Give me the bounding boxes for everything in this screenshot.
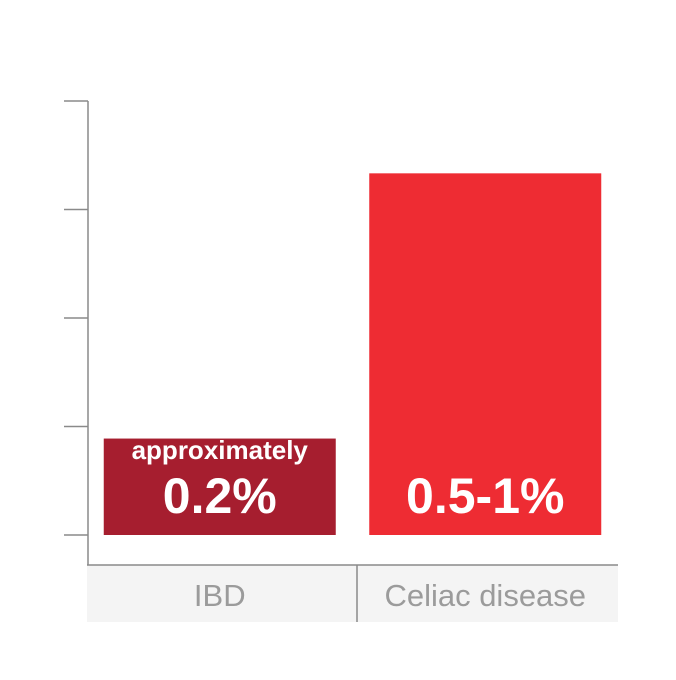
category-band [87, 565, 618, 622]
value-label: 0.2% [163, 468, 277, 524]
category-label: Celiac disease [384, 578, 586, 613]
value-label-prefix: approximately [132, 435, 309, 465]
category-labels: IBD Celiac disease [194, 578, 586, 613]
value-label: 0.5-1% [406, 468, 564, 524]
category-label: IBD [194, 578, 246, 613]
y-axis-ticks [64, 100, 88, 536]
bars [103, 173, 602, 536]
bar-ibd [103, 438, 336, 535]
bar-celiac-disease [369, 173, 602, 536]
